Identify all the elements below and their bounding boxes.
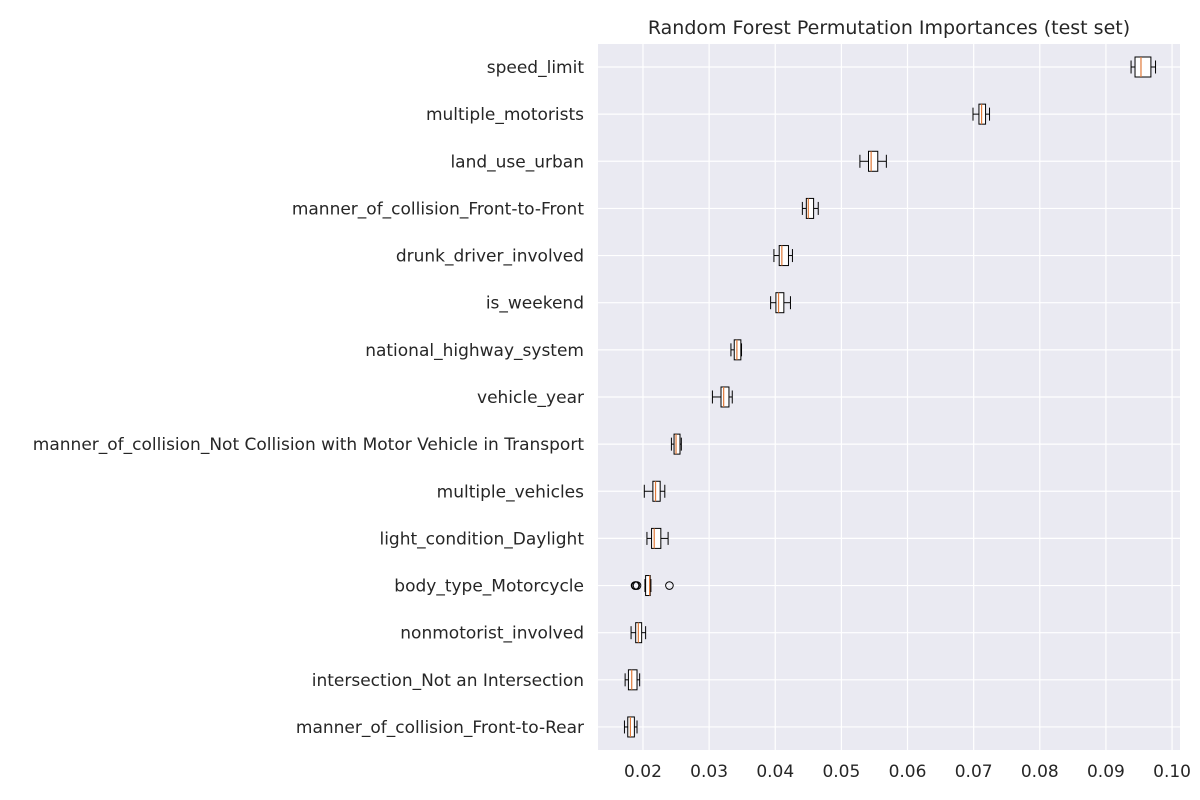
feature-label: vehicle_year [477, 388, 584, 408]
box-plot-0 [1130, 56, 1157, 78]
box [627, 716, 635, 738]
x-tick-label: 0.02 [624, 762, 662, 782]
feature-label: manner_of_collision_Front-to-Rear [296, 718, 584, 738]
box-plot-7 [711, 386, 733, 408]
box [775, 292, 785, 314]
box-plot-11 [630, 575, 674, 597]
x-tick-label: 0.06 [889, 762, 927, 782]
grid-lines [598, 44, 1180, 750]
feature-label: intersection_Not an Intersection [312, 671, 584, 691]
box-plot-6 [730, 339, 743, 361]
box-plots [623, 56, 1157, 738]
feature-label: nonmotorist_involved [400, 624, 584, 644]
feature-label: manner_of_collision_Not Collision with M… [33, 435, 585, 455]
x-tick-labels: 0.02 0.03 0.04 0.05 0.06 0.07 0.08 0.09 0.10 [624, 762, 1191, 782]
box-plot-2 [859, 150, 887, 172]
box [978, 103, 987, 125]
box-plot-5 [770, 292, 791, 314]
feature-label: is_weekend [486, 294, 584, 314]
feature-label: multiple_vehicles [437, 482, 584, 502]
box-plot-8 [670, 433, 682, 455]
x-tick-label: 0.08 [1021, 762, 1059, 782]
outlier-point [665, 581, 674, 590]
feature-label: drunk_driver_involved [396, 247, 584, 267]
box [651, 527, 662, 549]
box-plot-1 [972, 103, 991, 125]
chart-title: Random Forest Permutation Importances (t… [648, 17, 1130, 39]
box [778, 245, 789, 267]
box [733, 339, 742, 361]
feature-label: land_use_urban [450, 152, 584, 172]
box-plot-3 [801, 197, 819, 219]
x-tick-label: 0.05 [822, 762, 860, 782]
box-plot-4 [773, 245, 793, 267]
x-tick-label: 0.07 [955, 762, 993, 782]
box [720, 386, 730, 408]
feature-label: national_highway_system [365, 341, 584, 361]
box [1134, 56, 1152, 78]
feature-labels: speed_limit multiple_motorists land_use_ur… [33, 58, 585, 738]
feature-label: light_condition_Daylight [379, 529, 584, 549]
box-plot-9 [643, 480, 666, 502]
box [627, 669, 638, 691]
box [652, 480, 661, 502]
x-tick-label: 0.04 [756, 762, 794, 782]
box-plot-12 [630, 622, 647, 644]
box-plot-10 [646, 527, 669, 549]
x-tick-label: 0.10 [1153, 762, 1191, 782]
x-tick-label: 0.03 [690, 762, 728, 782]
box [805, 197, 815, 219]
feature-label: body_type_Motorcycle [394, 577, 584, 597]
outlier-point [632, 581, 642, 590]
box-plot-14 [623, 716, 638, 738]
feature-label: multiple_motorists [426, 105, 584, 125]
x-tick-label: 0.09 [1087, 762, 1125, 782]
box [645, 575, 651, 597]
box [673, 433, 681, 455]
feature-label: speed_limit [487, 58, 585, 78]
box [867, 150, 879, 172]
box-plot-13 [624, 669, 641, 691]
feature-label: manner_of_collision_Front-to-Front [292, 199, 585, 219]
